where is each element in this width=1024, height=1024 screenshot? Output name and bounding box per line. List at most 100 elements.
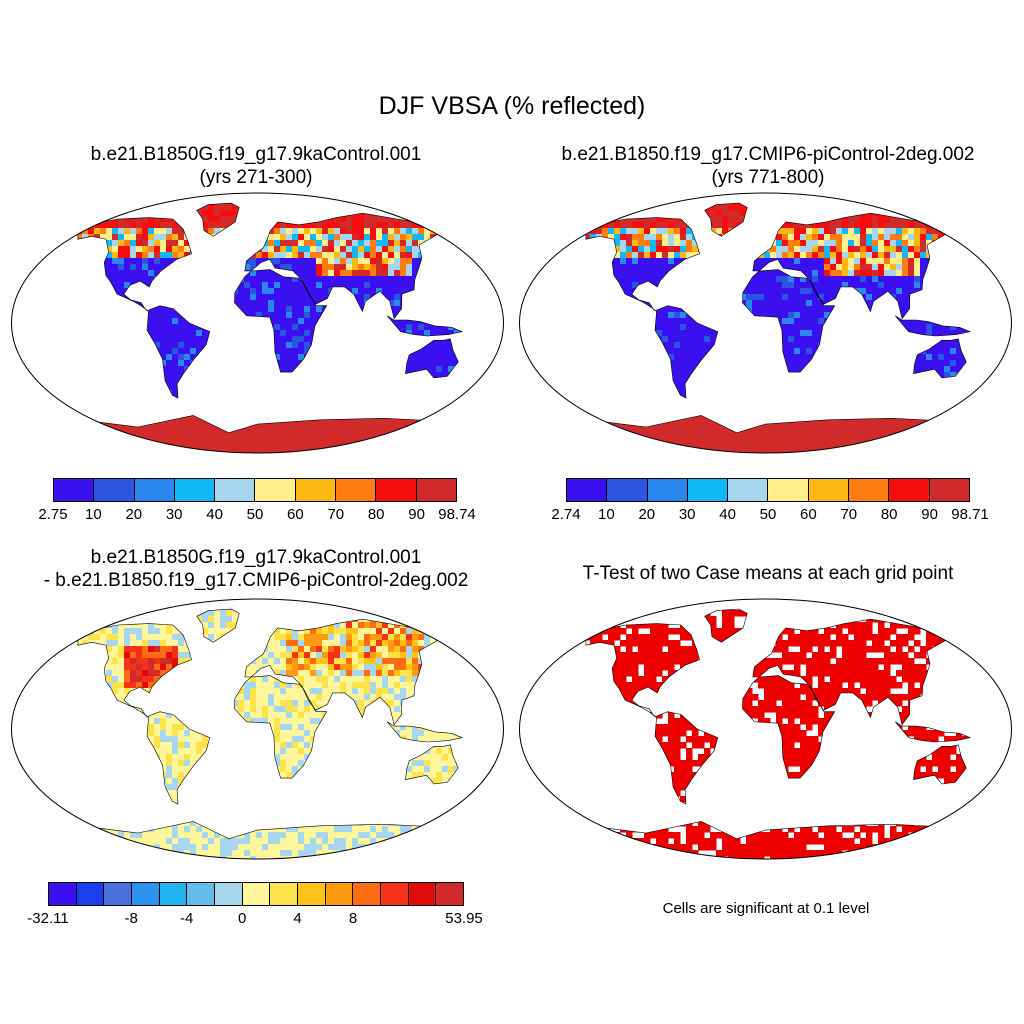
colorbar-box [808,479,850,501]
panel4-title: T-Test of two Case means at each grid po… [582,563,954,584]
colorbar-box [381,883,409,905]
coastline [244,618,448,726]
map-panel-case2 [519,192,1012,454]
colorbar-box [298,883,326,905]
coastline [146,711,211,805]
colorbar-box [376,479,417,501]
panel1-title-line2: (yrs 271-300) [199,167,313,188]
colorbar-tick-label: 40 [206,506,223,523]
colorbar-box [174,479,216,501]
coastline [752,618,956,726]
coastline [386,721,464,743]
coastline [77,217,192,312]
colorbar-box [49,883,77,905]
colorbar-box [325,883,354,905]
colorbar-box [336,479,377,501]
coastline [386,315,464,337]
colorbar-tick-label: 80 [367,506,385,523]
colorbar-tick-label: 20 [125,506,143,523]
coastline [234,675,328,779]
coastline [742,269,836,373]
panel2-title-line2: (yrs 771-800) [711,167,825,188]
coastline [244,212,448,320]
colorbar-tick-label: 90 [921,506,938,523]
colorbar-box [242,883,271,905]
map-panel-case1 [11,192,504,454]
coastline [894,721,972,743]
colorbar-tick-label: 40 [719,506,736,523]
coastline [913,744,967,785]
colorbar-tick-label: 10 [85,506,102,523]
coastline [405,744,459,785]
colorbar-box [607,479,648,501]
colorbar-box [54,479,95,501]
colorbar-diff [48,882,464,906]
colorbar-box [187,883,216,905]
colorbar-tick-label: 0 [237,910,247,927]
panel1-title-line1: b.e21.B1850G.f19_g17.9kaControl.001 [90,144,422,165]
colorbar-tick-label: 20 [638,506,656,523]
colorbar-tick-label: 90 [408,506,425,523]
colorbar-tick-label: 8 [348,910,358,927]
coastline [66,415,445,453]
colorbar-box [255,479,296,501]
figure-title: DJF VBSA (% reflected) [378,92,646,120]
colorbar-box [436,883,464,905]
map-border [11,598,504,860]
coastline [752,212,956,320]
colorbar-box [728,479,769,501]
map-border [519,192,1012,454]
colorbar-box [159,883,188,905]
colorbar-box [768,479,809,501]
colorbar-box [76,883,105,905]
coastline [585,217,700,312]
significance-note: Cells are significant at 0.1 level [662,900,870,917]
coastline [574,821,953,859]
colorbar-tick-label: 50 [759,506,777,523]
colorbar-box [416,479,456,501]
colorbar-box [295,479,337,501]
coastline [77,623,192,718]
coastline [146,305,211,399]
colorbar-box [270,883,299,905]
panel3-title: b.e21.B1850G.f19_g17.9kaControl.001 - b.… [44,546,469,592]
colorbar-tick-label: 2.74 [551,506,581,523]
map-panel-ttest [519,598,1012,860]
colorbar-tick-label: 2.75 [38,506,68,523]
coastline [654,305,719,399]
panel3-title-line2: - b.e21.B1850.f19_g17.CMIP6-piControl-2d… [43,570,469,591]
coastline [196,608,240,643]
coastline [704,608,748,643]
colorbar-tick-label: -8 [124,910,138,927]
colorbar-box [132,883,160,905]
colorbar-box [647,479,688,501]
colorbar-tick-label: 98.71 [951,506,989,523]
colorbar-tick-label: 30 [165,506,183,523]
panel2-title-line1: b.e21.B1850.f19_g17.CMIP6-piControl-2deg… [561,144,975,165]
colorbar-box [567,479,608,501]
colorbar-tick-label: 60 [800,506,817,523]
map-panel-diff [11,598,504,860]
coastline [574,415,953,453]
colorbar-box [929,479,969,501]
colorbar-box [408,883,437,905]
coastline [654,711,719,805]
map-border [11,192,504,454]
coastline [196,202,240,237]
colorbar-tick-label: 53.95 [445,910,483,927]
colorbar-tick-label: 30 [678,506,696,523]
colorbar-box [353,883,382,905]
colorbar-box [104,883,133,905]
colorbar-box [687,479,729,501]
panel3-title-line1: b.e21.B1850G.f19_g17.9kaControl.001 [90,547,422,568]
colorbar-tick-label: 60 [287,506,304,523]
colorbar-tick-label: 70 [327,506,345,523]
colorbar-box [215,883,243,905]
colorbar-tick-label: 4 [293,910,302,927]
coastline [913,338,967,379]
colorbar-tick-label: -32.11 [27,910,69,927]
colorbar-tick-label: 70 [840,506,858,523]
colorbar-case1 [53,478,457,502]
coastline [234,269,328,373]
colorbar-box [889,479,930,501]
